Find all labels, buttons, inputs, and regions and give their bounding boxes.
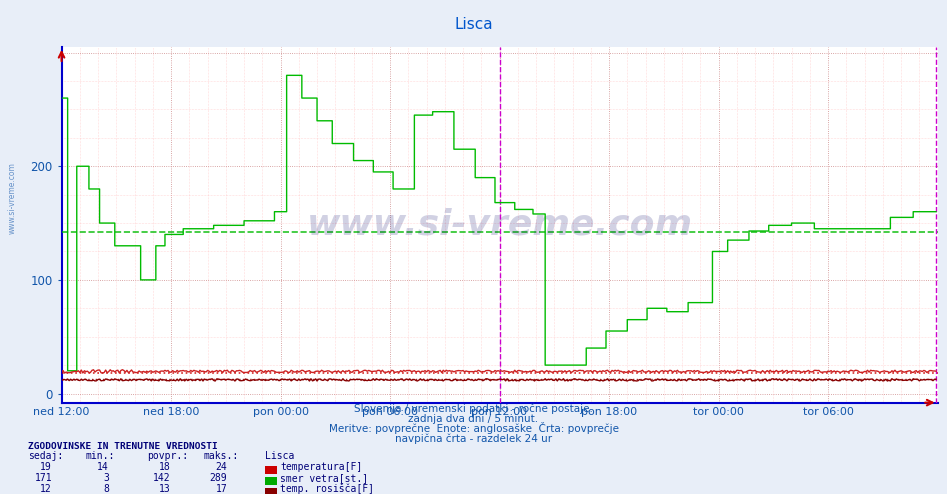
Text: povpr.:: povpr.: — [147, 452, 188, 461]
Text: 18: 18 — [159, 462, 170, 472]
Text: www.si-vreme.com: www.si-vreme.com — [8, 162, 17, 234]
Text: 12: 12 — [41, 484, 52, 494]
Text: 17: 17 — [216, 484, 227, 494]
Text: www.si-vreme.com: www.si-vreme.com — [307, 208, 692, 242]
Text: Lisca: Lisca — [265, 452, 295, 461]
Text: min.:: min.: — [85, 452, 115, 461]
Text: 8: 8 — [103, 484, 109, 494]
Text: 24: 24 — [216, 462, 227, 472]
Text: smer vetra[st.]: smer vetra[st.] — [280, 473, 368, 483]
Text: 171: 171 — [34, 473, 52, 483]
Text: 3: 3 — [103, 473, 109, 483]
Text: 289: 289 — [209, 473, 227, 483]
Text: Lisca: Lisca — [455, 17, 492, 32]
Text: zadnja dva dni / 5 minut.: zadnja dva dni / 5 minut. — [408, 414, 539, 424]
Text: 14: 14 — [98, 462, 109, 472]
Text: Meritve: povprečne  Enote: anglosaške  Črta: povprečje: Meritve: povprečne Enote: anglosaške Črt… — [329, 422, 618, 434]
Text: temp. rosišča[F]: temp. rosišča[F] — [280, 484, 374, 494]
Text: ZGODOVINSKE IN TRENUTNE VREDNOSTI: ZGODOVINSKE IN TRENUTNE VREDNOSTI — [28, 442, 218, 451]
Text: sedaj:: sedaj: — [28, 452, 63, 461]
Text: Slovenija / vremenski podatki - ročne postaje.: Slovenija / vremenski podatki - ročne po… — [354, 404, 593, 414]
Text: 142: 142 — [152, 473, 170, 483]
Text: temperatura[F]: temperatura[F] — [280, 462, 363, 472]
Text: navpična črta - razdelek 24 ur: navpična črta - razdelek 24 ur — [395, 434, 552, 444]
Text: 13: 13 — [159, 484, 170, 494]
Text: maks.:: maks.: — [204, 452, 239, 461]
Text: 19: 19 — [41, 462, 52, 472]
